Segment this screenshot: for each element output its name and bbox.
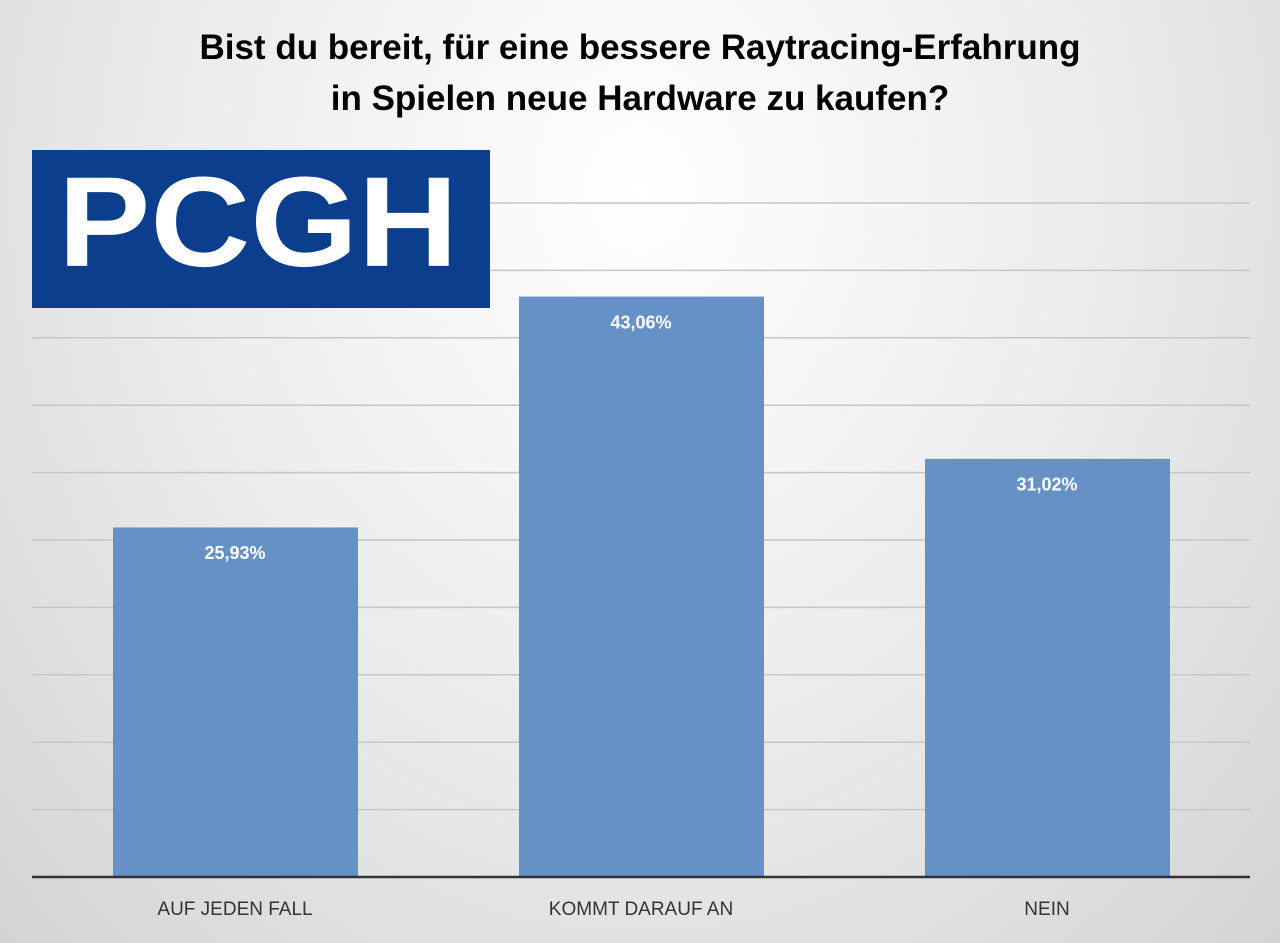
data-label: 31,02% xyxy=(1016,475,1077,495)
bar xyxy=(519,296,764,877)
x-tick-label: AUF JEDEN FALL xyxy=(157,899,312,920)
bar xyxy=(113,527,358,877)
logo-text: PCGH xyxy=(58,151,458,294)
logo-box xyxy=(32,150,490,308)
logo: PCGH xyxy=(32,150,490,308)
data-label: 43,06% xyxy=(610,312,671,332)
x-tick-label: NEIN xyxy=(1024,899,1069,920)
x-tick-label: KOMMT DARAUF AN xyxy=(549,899,733,920)
chart-title: Bist du bereit, für eine bessere Raytrac… xyxy=(199,28,1081,118)
data-label: 25,93% xyxy=(204,543,265,563)
bar xyxy=(925,458,1170,877)
bars: 25,93% AUF JEDEN FALL 43,06% KOMMT DARAUF A… xyxy=(32,296,1250,920)
